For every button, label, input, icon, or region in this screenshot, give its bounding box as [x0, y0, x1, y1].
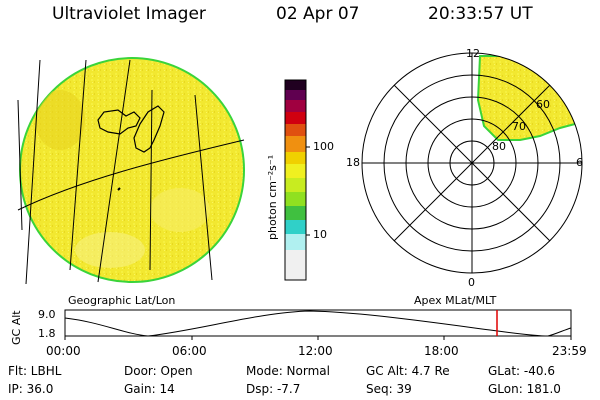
status-gc-alt: GC Alt: 4.7 Re: [366, 364, 450, 378]
altitude-plot: [64, 309, 572, 340]
mlt-label-12: 12: [466, 47, 480, 60]
date-label: 02 Apr 07: [276, 4, 360, 24]
apex-caption: Apex MLat/MLT: [414, 294, 497, 307]
lat-label-60: 60: [536, 98, 550, 111]
status-glat: GLat: -40.6: [488, 364, 555, 378]
lat-label-80: 80: [492, 140, 506, 153]
altitude-curve: [64, 310, 572, 337]
emission-patches: [35, 90, 210, 268]
status-filter: Flt: LBHL: [8, 364, 62, 378]
colorbar-tick-10: 10: [313, 228, 327, 241]
latitude-line: [17, 139, 245, 211]
time-tick-2: 12:00: [298, 344, 333, 358]
lat-label-70: 70: [512, 120, 526, 133]
polar-map: [361, 52, 583, 274]
status-door: Door: Open: [124, 364, 193, 378]
status-ip: IP: 36.0: [8, 382, 54, 396]
coastline: [97, 105, 165, 153]
time-tick-3: 18:00: [424, 344, 459, 358]
time-tick-4: 23:59: [552, 344, 587, 358]
instrument-title: Ultraviolet Imager: [52, 4, 206, 24]
status-dsp: Dsp: -7.7: [246, 382, 301, 396]
color-bar: [284, 79, 310, 281]
colorbar-unit-label: photon cm⁻²s⁻¹: [266, 154, 279, 240]
status-glon: GLon: 181.0: [488, 382, 561, 396]
time-label: 20:33:57 UT: [428, 4, 533, 24]
geographic-caption: Geographic Lat/Lon: [68, 294, 176, 307]
altitude-tick-low: 1.8: [38, 327, 56, 340]
mlt-label-6: 6: [576, 156, 583, 169]
time-tick-0: 00:00: [46, 344, 81, 358]
sub-satellite-mark: [117, 187, 121, 191]
mlt-label-18: 18: [346, 156, 360, 169]
longitude-lines: [17, 59, 213, 285]
geographic-map: [17, 57, 245, 285]
altitude-axis-title: GC Alt: [10, 310, 23, 345]
altitude-tick-high: 9.0: [38, 308, 56, 321]
colorbar-tick-100: 100: [313, 140, 334, 153]
mlt-label-0: 0: [468, 276, 475, 289]
time-tick-1: 06:00: [172, 344, 207, 358]
status-seq: Seq: 39: [366, 382, 412, 396]
status-mode: Mode: Normal: [246, 364, 330, 378]
status-gain: Gain: 14: [124, 382, 175, 396]
